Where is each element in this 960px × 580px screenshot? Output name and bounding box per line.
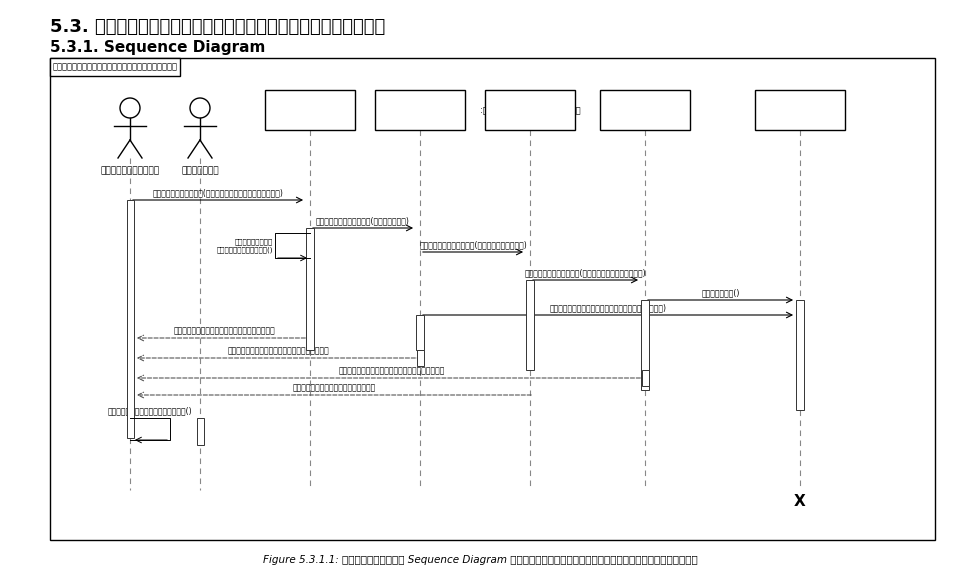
- Text: :ข้อมูลวันที่/เวลาสอบ: :ข้อมูลวันที่/เวลาสอบ: [480, 106, 580, 114]
- Bar: [641, 370, 649, 386]
- Bar: [50, 58, 180, 76]
- Text: ตรวจสอบข้อมูลการขอห้องสอบ: ตรวจสอบข้อมูลการขอห้องสอบ: [53, 63, 178, 71]
- Text: เจ้าหน้าที่: เจ้าหน้าที่: [101, 166, 159, 175]
- Text: ได้รับข้อมูล(จำนวนนักศึกษา): ได้รับข้อมูล(จำนวนนักศึกษา): [525, 268, 646, 277]
- Bar: [796, 300, 804, 410]
- Text: ลงทะเบียน: ลงทะเบียน: [622, 111, 667, 119]
- Bar: [306, 228, 314, 350]
- Text: 5.3. แบบจำลองเชิงพฤติกรรมของระบบ: 5.3. แบบจำลองเชิงพฤติกรรมของระบบ: [50, 18, 385, 36]
- Text: ได้รับข้อมูล(วันเวลาสอบ): ได้รับข้อมูล(วันเวลาสอบ): [420, 240, 527, 249]
- Text: ฐานข้อมูล: ฐานข้อมูล: [287, 100, 332, 110]
- Bar: [485, 90, 575, 130]
- Text: 5.3.1. Sequence Diagram: 5.3.1. Sequence Diagram: [50, 40, 265, 55]
- Bar: [416, 315, 424, 350]
- Bar: [127, 200, 133, 438]
- Text: ข้อมูลรายวิชาไปถูกห้อง: ข้อมูลรายวิชาไปถูกห้อง: [173, 326, 275, 335]
- Text: ข้อมูลวันเวลาไปถูกห้อง: ข้อมูลวันเวลาไปถูกห้อง: [228, 346, 330, 355]
- Text: Figure 5.3.1.1: แผนภาพแสดง Sequence Diagram ของการตรวจสอบข้อมลการขอห้องสอบ: Figure 5.3.1.1: แผนภาพแสดง Sequence Diag…: [263, 555, 697, 565]
- Text: :จำนวนนักศึกษาที่: :จำนวนนักศึกษาที่: [604, 100, 686, 110]
- Bar: [375, 90, 465, 130]
- Bar: [600, 90, 690, 130]
- Text: ได้รับข้อมูล(รายวิชา): ได้รับข้อมูล(รายวิชา): [316, 216, 410, 225]
- Bar: [197, 418, 204, 445]
- Bar: [755, 90, 845, 130]
- Text: ข้อมูลนักศึกษาไปถูกห้อง: ข้อมูลนักศึกษาไปถูกห้อง: [338, 366, 444, 375]
- Bar: [526, 280, 534, 370]
- Text: แสดงรอบ(): แสดงรอบ(): [702, 288, 740, 297]
- Text: ตรวจสอบรายละเอียดห้อง(สอบ): ตรวจสอบรายละเอียดห้อง(สอบ): [549, 303, 666, 312]
- Text: การร้องขอห้องสอบ: การร้องขอห้องสอบ: [270, 111, 350, 119]
- Bar: [417, 350, 423, 366]
- Text: ดึงข้อมูล
การขอห้องสอบ(): ดึงข้อมูล การขอห้องสอบ(): [217, 238, 273, 253]
- Bar: [265, 90, 355, 130]
- Text: เจ้าขอห้องสอบ: เจ้าขอห้องสอบ: [767, 106, 832, 114]
- Text: X: X: [794, 495, 805, 509]
- Text: แจ้งห้องสอบมีว่าง(): แจ้งห้องสอบมีว่าง(): [108, 406, 192, 415]
- Bar: [50, 58, 935, 540]
- Text: เลือกรายการ(ตรวจสอบการขอห้อง): เลือกรายการ(ตรวจสอบการขอห้อง): [153, 188, 283, 197]
- Text: ข้อมูลต่างๆถูกห้อง: ข้อมูลต่างๆถูกห้อง: [293, 383, 375, 392]
- Text: :ข้อมูลรายวิชา: :ข้อมูลรายวิชา: [386, 106, 454, 114]
- Bar: [641, 300, 649, 390]
- Text: อาจารย์: อาจารย์: [181, 166, 219, 175]
